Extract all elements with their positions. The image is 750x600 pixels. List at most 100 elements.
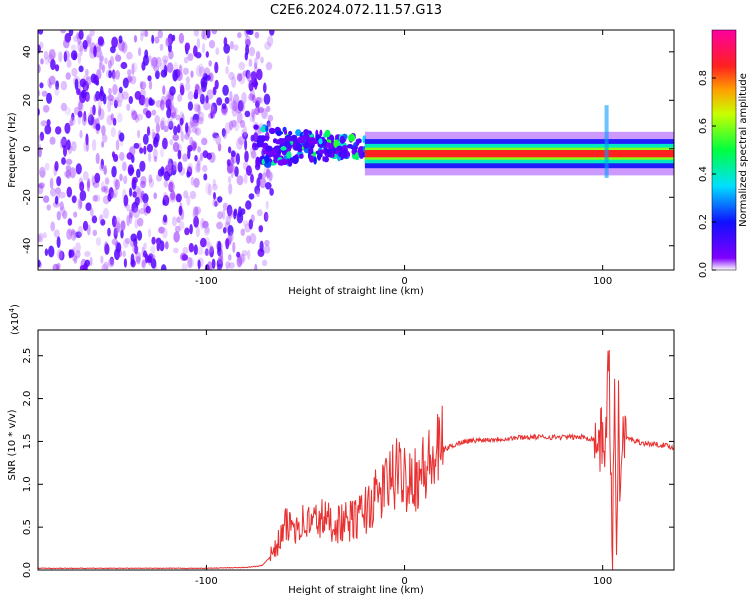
noise-blob	[109, 55, 115, 67]
noise-blob	[83, 141, 87, 152]
noise-blob	[79, 130, 83, 139]
noise-blob	[99, 58, 103, 65]
spectrogram-panel: -100 0 100 -40 -20 0 20 40 Height of straight l…	[7, 29, 675, 297]
noise-blob	[229, 40, 234, 50]
noise-blob	[172, 133, 179, 142]
noise-blob	[139, 147, 144, 154]
figure-title: C2E6.2024.072.11.57.G13	[270, 3, 442, 18]
noise-blob	[101, 64, 105, 74]
noise-blob	[179, 84, 185, 96]
noise-blob	[89, 30, 95, 37]
noise-blob	[84, 250, 91, 258]
noise-blob	[244, 138, 248, 151]
noise-blob	[38, 259, 41, 268]
noise-blob	[265, 200, 269, 210]
noise-blob	[65, 169, 72, 179]
noise-blob	[150, 245, 156, 254]
snr-ytick-label: 1.5	[22, 433, 33, 449]
noise-blob	[242, 220, 249, 227]
noise-blob	[165, 94, 171, 102]
noise-blob	[194, 206, 202, 215]
svg-text:(x104): (x104)	[8, 304, 21, 335]
noise-blob	[254, 57, 258, 68]
noise-blob	[98, 55, 105, 62]
noise-blob	[97, 98, 102, 109]
noise-blob	[60, 80, 68, 91]
noise-blob	[202, 42, 206, 54]
noise-blob	[232, 241, 236, 253]
noise-blob	[222, 128, 228, 140]
spectrogram-ylabel: Frequency (Hz)	[7, 112, 18, 188]
noise-blob	[141, 260, 145, 268]
noise-blob	[212, 199, 217, 208]
noise-blob	[151, 34, 155, 44]
noise-blob	[137, 129, 141, 139]
noise-blob	[42, 104, 50, 113]
noise-blob	[238, 61, 246, 71]
spectrogram-image	[38, 30, 674, 270]
noise-blob	[268, 171, 273, 182]
noise-blob	[264, 239, 270, 247]
noise-blob	[249, 233, 257, 245]
noise-blob	[103, 185, 109, 194]
noise-blob	[219, 248, 223, 261]
noise-blob	[119, 173, 123, 182]
noise-blob	[70, 44, 77, 52]
noise-blob	[128, 212, 133, 225]
noise-blob	[250, 173, 254, 184]
noise-blob	[79, 181, 85, 192]
noise-blob	[95, 90, 101, 102]
noise-blob	[258, 172, 263, 180]
noise-blob	[180, 130, 184, 142]
noise-blob	[44, 124, 52, 135]
noise-blob	[54, 86, 60, 97]
noise-blob	[145, 97, 150, 108]
noise-blob	[180, 252, 187, 261]
noise-blob	[227, 176, 232, 184]
noise-blob	[215, 47, 220, 56]
noise-blob	[163, 192, 168, 201]
noise-blob	[224, 97, 230, 104]
noise-blob	[146, 143, 153, 153]
noise-blob	[241, 253, 246, 263]
noise-blob	[226, 159, 231, 167]
noise-blob	[101, 125, 106, 136]
noise-blob	[229, 120, 233, 131]
band-blob	[342, 149, 347, 158]
noise-blob	[208, 60, 212, 67]
band-blob	[315, 134, 320, 140]
noise-blob	[206, 152, 212, 160]
noise-blob	[71, 112, 75, 121]
noise-blob	[228, 71, 235, 81]
noise-blob	[100, 255, 104, 264]
noise-blob	[240, 208, 246, 215]
noise-blob	[172, 141, 180, 153]
noise-blob	[211, 106, 216, 117]
noise-blob	[39, 82, 44, 89]
noise-blob	[183, 190, 189, 199]
noise-blob	[79, 78, 87, 88]
noise-blob	[137, 217, 144, 227]
noise-blob	[134, 90, 142, 100]
noise-blob	[256, 177, 261, 188]
noise-blob	[166, 62, 174, 73]
noise-blob	[185, 76, 190, 84]
noise-blob	[187, 163, 193, 173]
noise-blob	[64, 106, 71, 116]
noise-blob	[246, 235, 251, 244]
noise-blob	[249, 46, 255, 57]
colorbar-tick-label: 0.6	[698, 118, 709, 134]
noise-blob	[185, 82, 191, 92]
band-blob	[278, 138, 284, 143]
noise-blob	[38, 232, 44, 243]
noise-blob	[52, 263, 60, 270]
noise-blob	[75, 250, 81, 259]
noise-blob	[123, 194, 129, 207]
noise-blob	[146, 126, 151, 136]
noise-blob	[162, 137, 168, 150]
noise-blob	[81, 114, 87, 126]
noise-blob	[188, 242, 194, 253]
band-blob	[318, 138, 323, 145]
noise-blob	[115, 139, 120, 151]
noise-blob	[200, 217, 205, 230]
